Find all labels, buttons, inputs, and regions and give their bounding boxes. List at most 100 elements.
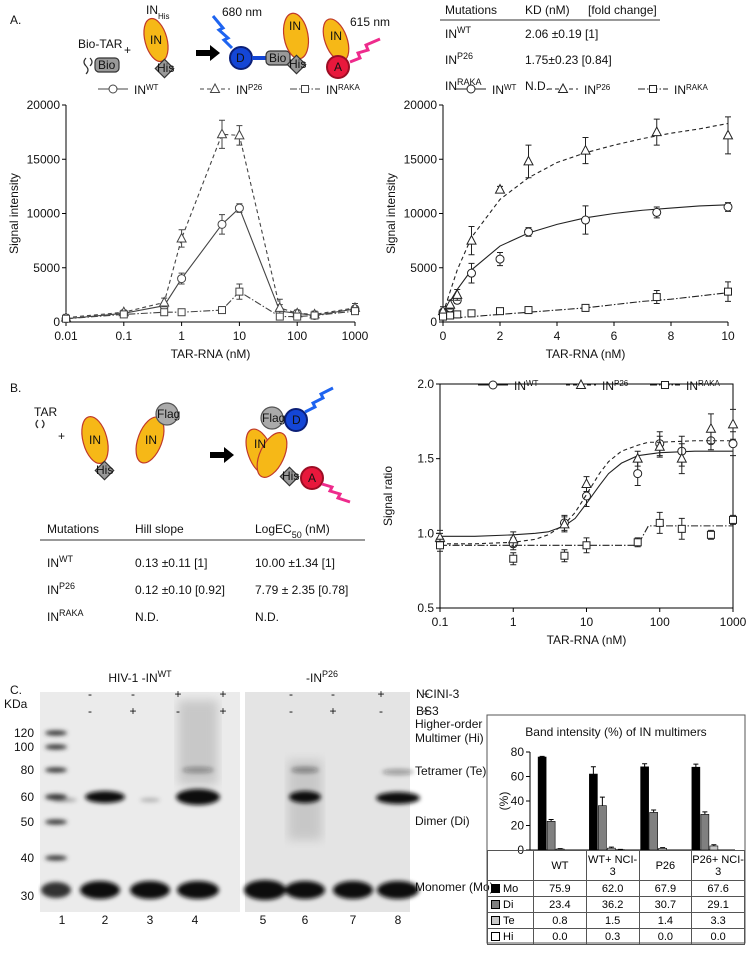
table-header: KD (nM) — [525, 3, 570, 17]
data-point — [496, 307, 504, 316]
data-point — [160, 308, 169, 317]
value-label: 23.4 — [533, 896, 587, 913]
x-tick-label: 8 — [668, 329, 675, 343]
treatment-sign: - — [289, 704, 293, 718]
x-tick-label: 1 — [510, 615, 517, 629]
band-label: Higher-order — [415, 717, 482, 731]
lane-number: 2 — [102, 913, 109, 927]
value-label: 0.0 — [691, 928, 745, 945]
table-row: WT WT+ NCI-3 P26 P26+ NCI-3 — [487, 850, 745, 881]
chart-title: Band intensity (%) of IN multimers — [525, 725, 706, 739]
treatment-sign: + — [129, 704, 136, 718]
data-point — [559, 518, 570, 529]
table-cell: INP26 — [445, 51, 473, 67]
lane-number: 6 — [302, 913, 309, 927]
y-tick-label: 60 — [511, 770, 525, 784]
gel-title-part: WT — [158, 669, 172, 679]
treatment-sign: + — [174, 687, 181, 701]
legend-marker — [557, 82, 569, 93]
x-tick-label: 100 — [650, 615, 670, 629]
y-tick-label: 80 — [511, 745, 525, 759]
series-line — [442, 122, 729, 314]
x-tick-label: 100 — [287, 329, 307, 343]
legend-label-part: P26 — [596, 83, 611, 92]
emission-bolt — [349, 37, 381, 64]
legend-label-part: P26 — [248, 83, 263, 92]
rna-hairpin — [35, 419, 45, 429]
treatment-sign: + — [219, 687, 226, 701]
value-label: 1.4 — [638, 912, 693, 929]
legend-cell: Hi — [487, 928, 534, 945]
panel-label: C. — [10, 683, 22, 697]
error-bar — [590, 766, 596, 775]
error-bar — [702, 811, 708, 815]
data-point — [451, 288, 463, 299]
data-point — [62, 314, 70, 323]
data-point — [633, 469, 643, 479]
data-point — [216, 128, 228, 139]
table-row: Di 23.4 36.2 30.7 29.1 — [487, 896, 745, 913]
table-cell: INRAKA — [445, 77, 482, 93]
flag-tag — [260, 406, 284, 430]
marker-label: 40 — [21, 851, 35, 865]
y-tick-label: 20000 — [27, 98, 61, 112]
data-point — [218, 306, 227, 315]
table-cell-part: P26 — [59, 581, 75, 591]
data-point — [560, 551, 569, 560]
data-point — [177, 308, 186, 317]
table-cell-part: IN — [445, 27, 457, 41]
legend-label-part: IN — [584, 83, 596, 97]
data-point — [729, 515, 737, 524]
x-tick-label: 1 — [178, 329, 185, 343]
table-cell: INWT — [445, 25, 471, 41]
data-point — [654, 440, 666, 451]
x-tick-label: 0.1 — [432, 615, 449, 629]
y-tick-label: 20000 — [404, 98, 438, 112]
value-label: 36.2 — [585, 896, 640, 913]
data-point — [655, 518, 664, 527]
x-axis-label: TAR-RNA (nM) — [546, 347, 626, 361]
table-cell: 10.00 ±1.34 [1] — [255, 556, 335, 570]
legend-label: INRAKA — [674, 83, 708, 98]
data-point — [176, 232, 187, 243]
data-point — [234, 203, 244, 213]
legend-label-part: IN — [326, 83, 338, 97]
lane-number: 7 — [350, 913, 357, 927]
y-axis-label: Signal intensity — [384, 173, 398, 254]
table-cell-part: IN — [445, 79, 457, 93]
y-tick-label: 5000 — [33, 261, 60, 275]
table-row: Mo 75.9 62.0 67.9 67.6 — [487, 880, 745, 897]
table-cell: 7.79 ± 2.35 [0.78] — [255, 583, 348, 597]
legend-marker — [466, 84, 476, 94]
table-cell: 2.06 ±0.19 [1] — [525, 27, 598, 41]
treatment-sign: + — [422, 687, 429, 701]
table-cell: N.D. — [525, 79, 549, 93]
error-bar — [539, 755, 545, 758]
legend-label-part: WT — [504, 83, 517, 92]
data-point — [632, 452, 644, 463]
legend-label-part: IN — [492, 83, 504, 97]
data-point — [705, 422, 717, 433]
lane-number: 3 — [147, 913, 154, 927]
schematic-label-part: His — [158, 12, 170, 21]
schematic-label: His — [157, 61, 174, 75]
bar — [691, 766, 701, 851]
x-tick-label: 10 — [580, 615, 594, 629]
schematic-label: A — [308, 471, 316, 485]
data-point — [523, 155, 534, 166]
lane-number: 1 — [59, 913, 66, 927]
table-header: [fold change] — [588, 3, 657, 17]
y-axis-label: Signal intensity — [7, 173, 21, 254]
lane-number: 5 — [260, 913, 267, 927]
legend-marker — [301, 85, 309, 93]
table-header-part: LogEC — [255, 522, 292, 536]
acceptor — [326, 55, 350, 79]
data-point — [582, 541, 591, 550]
gel-title: HIV-1 -INWT — [108, 669, 172, 685]
his-tag — [286, 54, 307, 75]
table-cell-part: WT — [59, 554, 73, 564]
legend-label: Mo — [503, 882, 519, 895]
table-header: LogEC50 (nM) — [255, 522, 330, 540]
table-header-part: (nM) — [302, 522, 330, 536]
table-cell-part: RAKA — [457, 77, 482, 87]
